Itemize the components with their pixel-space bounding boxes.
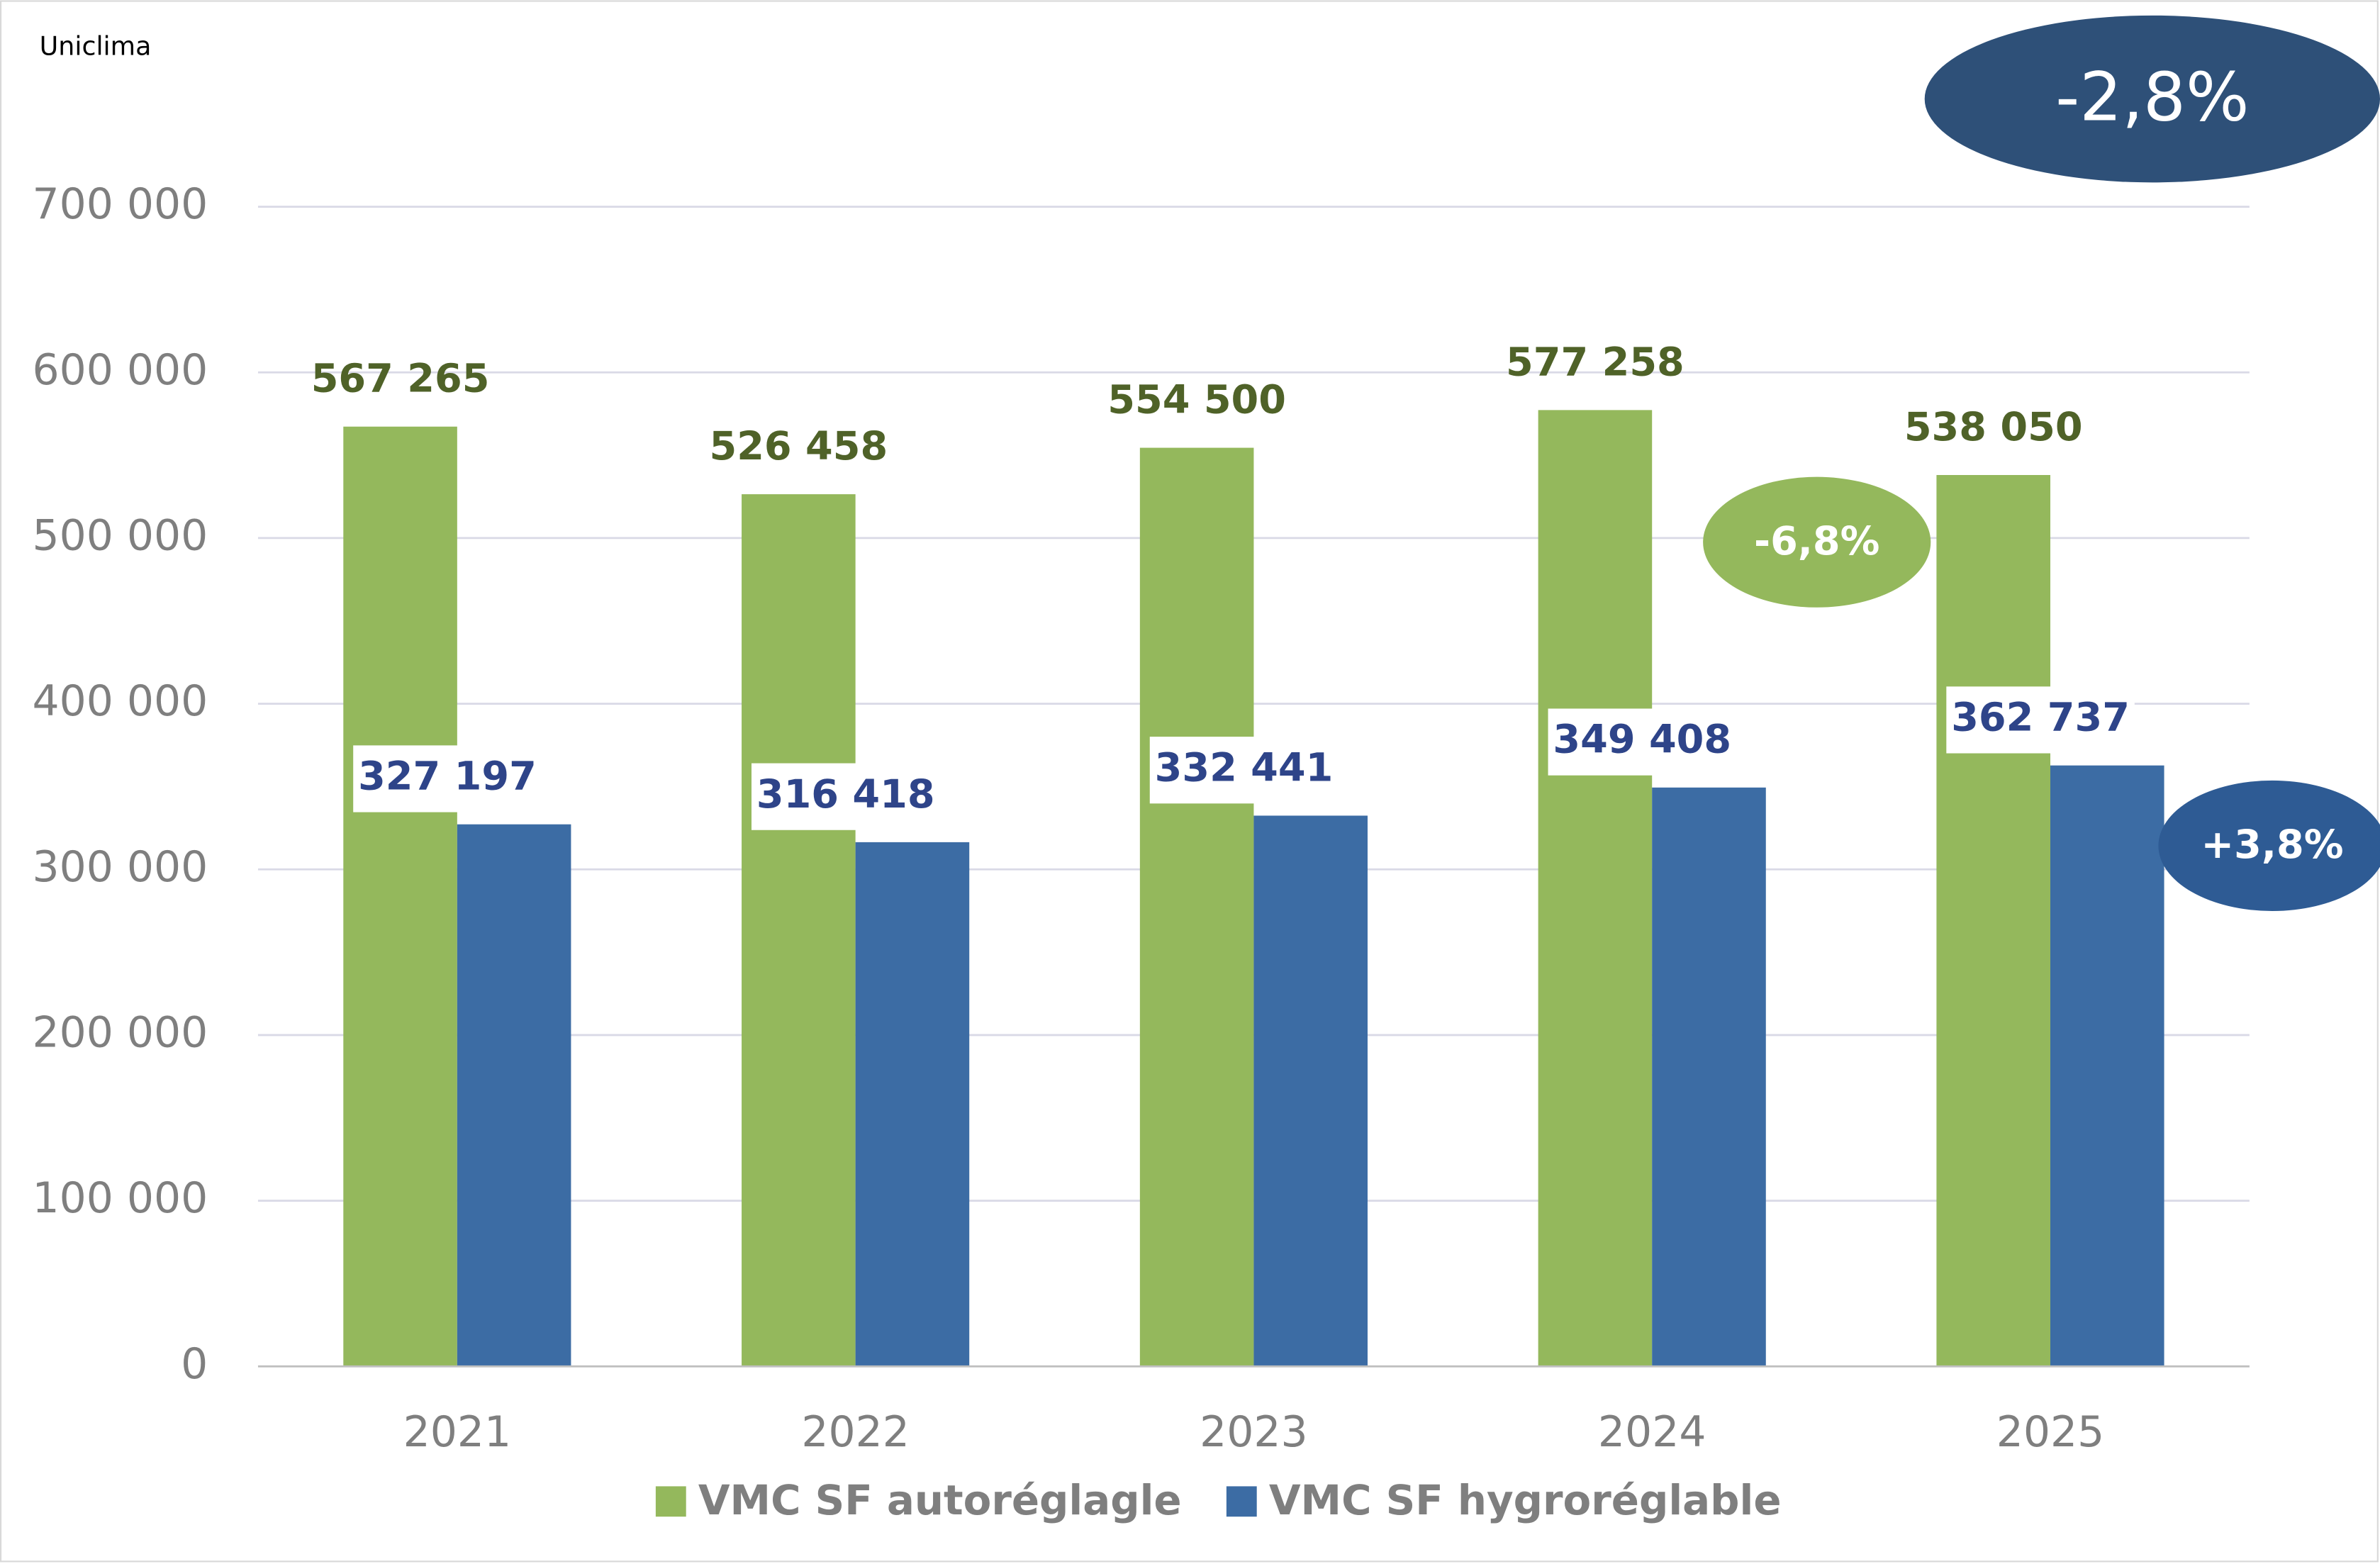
label-background (353, 745, 542, 812)
bar (855, 842, 970, 1367)
bar (343, 426, 457, 1367)
value-label: 362 737 (1951, 695, 2130, 741)
x-tick-label: 2024 (1598, 1407, 1706, 1457)
change-label: -6,8% (1754, 518, 1879, 564)
value-label: 327 197 (358, 754, 537, 800)
total-change: -2,8% (2055, 60, 2249, 137)
total-change-badge (1924, 15, 2380, 183)
label-background (1548, 708, 1737, 776)
x-tick-label: 2023 (1200, 1407, 1308, 1457)
bar (1936, 475, 2050, 1367)
legend-label: VMC SF hygroréglable (1269, 1476, 1782, 1524)
y-tick-label: 500 000 (32, 511, 208, 561)
bar (2050, 765, 2164, 1367)
value-label: 554 500 (1107, 376, 1286, 423)
y-tick-label: 0 (181, 1339, 208, 1389)
y-tick-label: 300 000 (32, 842, 208, 892)
bar (742, 494, 856, 1367)
bar (1139, 447, 1254, 1367)
value-label: 567 265 (311, 356, 490, 402)
change-badge (1703, 476, 1931, 608)
y-tick-label: 100 000 (32, 1173, 208, 1223)
value-label: 526 458 (709, 423, 888, 469)
legend-swatch (655, 1486, 686, 1517)
y-tick-label: 400 000 (32, 676, 208, 726)
y-tick-label: 200 000 (32, 1008, 208, 1058)
legend-swatch (1226, 1486, 1257, 1517)
change-label: +3,8% (2201, 822, 2343, 868)
x-tick-label: 2021 (403, 1407, 512, 1457)
value-label: 538 050 (1904, 404, 2083, 450)
bar (457, 824, 571, 1367)
y-tick-label: 700 000 (32, 179, 208, 229)
bar (1253, 815, 1368, 1367)
change-badge (2158, 780, 2380, 911)
label-background (751, 763, 940, 830)
y-tick-label: 600 000 (32, 345, 208, 395)
bar (1652, 787, 1766, 1367)
value-label: 349 408 (1553, 717, 1731, 763)
source: Uniclima (40, 30, 152, 61)
bar (1538, 410, 1653, 1367)
label-background (1149, 737, 1339, 804)
value-label: 577 258 (1506, 339, 1685, 385)
label-background (1946, 686, 2135, 754)
legend-label: VMC SF autoréglagle (698, 1476, 1182, 1524)
x-tick-label: 2022 (801, 1407, 910, 1457)
value-label: 316 418 (756, 771, 935, 817)
x-tick-label: 2025 (1996, 1407, 2105, 1457)
value-label: 332 441 (1155, 744, 1334, 791)
